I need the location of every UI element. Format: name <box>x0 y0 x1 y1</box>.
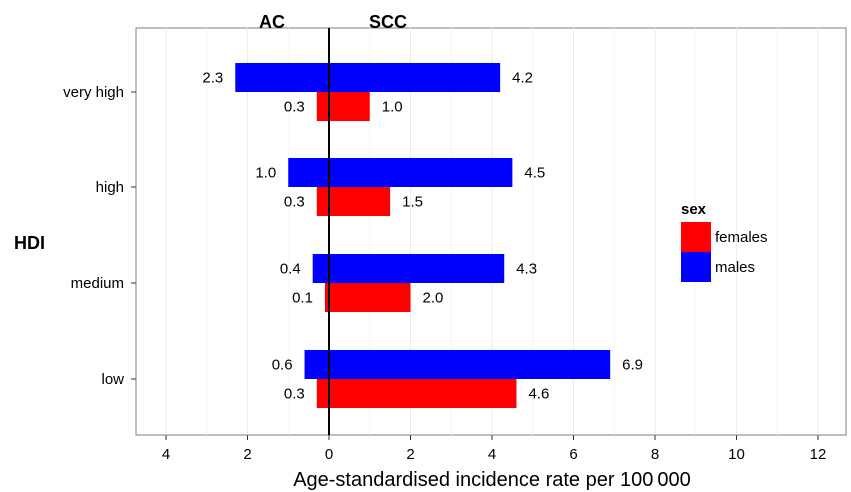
y-tick-label: high <box>96 179 124 196</box>
bars <box>235 63 611 408</box>
data-label-females-ac: 0.3 <box>284 386 305 403</box>
data-label-females-scc: 1.5 <box>402 194 423 211</box>
x-tick-label: 0 <box>325 446 333 463</box>
data-labels: 2.3 4.2 0.3 1.0 1.0 4.5 0.3 1.5 0.4 4.3 0.1 2.0 0.6 6… <box>202 70 643 403</box>
bar-males <box>235 63 501 92</box>
legend-swatch-males <box>681 252 711 282</box>
x-tick-label: 4 <box>488 446 496 463</box>
bar-females <box>316 92 370 121</box>
y-tick-label: low <box>101 371 124 388</box>
y-tick-label: medium <box>71 275 124 292</box>
x-axis: 4 2 0 2 4 6 8 10 12 <box>162 435 827 463</box>
y-axis-title: HDI <box>14 233 45 253</box>
y-tick-label: very high <box>63 84 124 101</box>
bar-males <box>312 254 505 283</box>
x-tick-label: 12 <box>810 446 827 463</box>
legend: sex females males <box>681 201 768 282</box>
x-axis-title: Age-standardised incidence rate per 100 … <box>293 469 691 491</box>
x-tick-label: 6 <box>569 446 577 463</box>
data-label-males-scc: 4.5 <box>524 165 545 182</box>
data-label-males-ac: 0.4 <box>280 261 301 278</box>
x-tick-label: 2 <box>406 446 414 463</box>
data-label-females-ac: 0.3 <box>284 194 305 211</box>
scc-label: SCC <box>369 12 407 32</box>
data-label-males-ac: 0.6 <box>272 357 293 374</box>
data-label-males-scc: 4.2 <box>512 70 533 87</box>
data-label-males-scc: 6.9 <box>622 357 643 374</box>
data-label-males-scc: 4.3 <box>516 261 537 278</box>
bar-males <box>288 158 513 187</box>
x-tick-label: 8 <box>651 446 659 463</box>
bar-females <box>324 283 411 312</box>
legend-label-females: females <box>715 229 768 246</box>
data-label-females-scc: 2.0 <box>423 290 444 307</box>
ac-label: AC <box>259 12 285 32</box>
bar-males <box>304 350 611 379</box>
data-label-males-ac: 1.0 <box>255 165 276 182</box>
data-label-females-ac: 0.1 <box>292 290 313 307</box>
data-label-males-ac: 2.3 <box>202 70 223 87</box>
x-tick-label: 10 <box>728 446 745 463</box>
y-axis: very high high medium low <box>63 84 136 388</box>
legend-title: sex <box>681 201 707 218</box>
bar-females <box>316 187 391 216</box>
data-label-females-scc: 1.0 <box>382 99 403 116</box>
x-tick-label: 4 <box>162 446 170 463</box>
data-label-females-ac: 0.3 <box>284 99 305 116</box>
legend-label-males: males <box>715 259 755 276</box>
data-label-females-scc: 4.6 <box>528 386 549 403</box>
bar-females <box>316 379 517 408</box>
legend-swatch-females <box>681 222 711 252</box>
x-tick-label: 2 <box>243 446 251 463</box>
plot-panel: 2.3 4.2 0.3 1.0 1.0 4.5 0.3 1.5 0.4 4.3 0.1 2.0 0.6 6… <box>135 27 847 436</box>
